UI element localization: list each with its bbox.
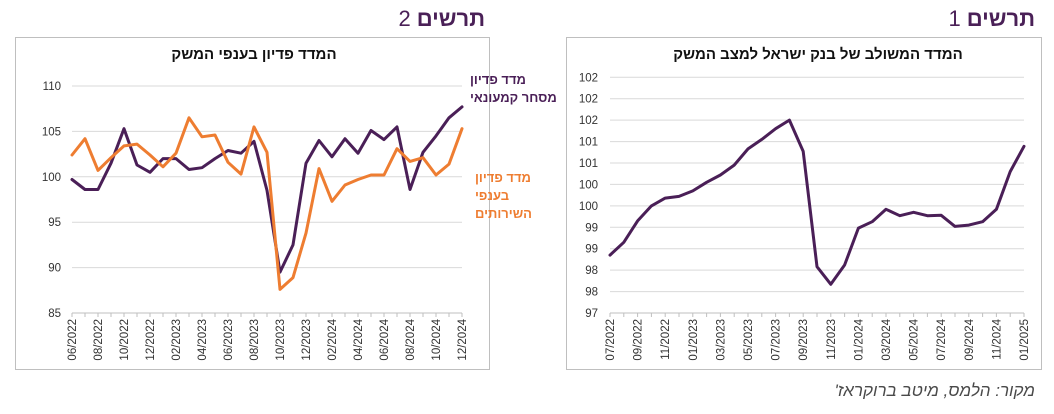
y-tick-label: 100 <box>579 179 598 191</box>
series-label-1: מדד פדיון <box>470 72 526 87</box>
y-tick-label: 98 <box>585 287 598 299</box>
x-tick-label: 06/2022 <box>67 319 79 361</box>
y-tick-label: 102 <box>579 94 598 106</box>
x-tick-label: 10/2024 <box>431 318 443 360</box>
composite-index-chart: המדד המשולב של בנק ישראל למצב המשק 97 98 98… <box>579 46 1031 361</box>
series-line-2 <box>70 116 464 291</box>
source-note: מקור: הלמס, מיטב ברוקראז' <box>834 381 1035 400</box>
x-tick-label: 05/2024 <box>909 318 921 360</box>
x-tick-label: 07/2022 <box>605 319 617 361</box>
figure-2-number: 2 <box>398 6 411 31</box>
y-tick-label: 99 <box>585 244 598 256</box>
y-tick-label: 102 <box>579 72 598 84</box>
x-tick-label: 07/2024 <box>936 318 948 360</box>
figure-1-word: תרשים <box>966 6 1035 31</box>
series-label-2: בענפי <box>475 188 509 203</box>
x-tick-label: 03/2024 <box>881 318 893 360</box>
x-tick-label: 01/2025 <box>1019 319 1031 361</box>
x-tick-label: 12/2023 <box>301 319 313 361</box>
series-label-2: השירותים <box>475 206 532 221</box>
y-tick-label: 100 <box>579 201 598 213</box>
series-label-1: מסחר קמעונאי <box>470 90 557 105</box>
x-tick-label: 09/2023 <box>798 319 810 361</box>
x-tick-label: 12/2022 <box>145 319 157 361</box>
figure-1-title: תרשים1 <box>935 6 1035 32</box>
y-tick-label: 110 <box>43 81 61 93</box>
x-tick-label: 08/2024 <box>405 318 417 360</box>
x-tick-label: 09/2022 <box>633 319 645 361</box>
x-tick-label: 10/2023 <box>275 319 287 361</box>
x-tick-label: 11/2023 <box>826 319 838 360</box>
series-line-1 <box>70 105 464 274</box>
x-tick-label: 04/2023 <box>197 319 209 361</box>
chart-title: המדד פדיון בענפי המשק <box>171 46 336 63</box>
y-tick-label: 101 <box>579 158 598 170</box>
x-tick-label: 04/2024 <box>353 318 365 360</box>
chart-title: המדד המשולב של בנק ישראל למצב המשק <box>673 46 963 63</box>
x-tick-label: 06/2023 <box>223 319 235 361</box>
x-tick-label: 06/2024 <box>379 318 391 360</box>
retail-services-chart: המדד פדיון בענפי המשק 85 90 95 100 105 110 06/2… <box>42 46 557 361</box>
retail-services-chart-panel: המדד פדיון בענפי המשק 85 90 95 100 105 110 06/2… <box>15 37 557 370</box>
series-label-2: מדד פדיון <box>475 170 531 185</box>
y-tick-label: 98 <box>585 265 598 277</box>
y-tick-label: 105 <box>42 126 61 138</box>
x-tick-label: 09/2024 <box>964 318 976 360</box>
x-tick-label: 01/2024 <box>853 318 865 360</box>
x-tick-label: 03/2023 <box>715 319 727 361</box>
y-tick-label: 97 <box>585 308 598 320</box>
series-line-1 <box>608 118 1026 286</box>
y-tick-label: 101 <box>579 137 598 149</box>
y-tick-label: 100 <box>42 172 61 184</box>
y-tick-label: 95 <box>48 217 61 229</box>
x-tick-label: 07/2023 <box>771 319 783 361</box>
y-tick-label: 85 <box>48 308 61 320</box>
figure-2-title: תרשים2 <box>385 6 485 32</box>
y-tick-label: 99 <box>585 222 598 234</box>
x-tick-label: 08/2023 <box>249 319 261 361</box>
y-tick-label: 90 <box>48 263 61 275</box>
x-tick-label: 12/2024 <box>457 318 469 360</box>
x-tick-label: 11/2022 <box>660 319 672 360</box>
figure-1-number: 1 <box>948 6 961 31</box>
x-tick-label: 02/2024 <box>327 318 339 360</box>
x-tick-label: 01/2023 <box>688 319 700 361</box>
y-tick-label: 102 <box>579 115 598 127</box>
x-tick-label: 08/2022 <box>93 319 105 361</box>
x-tick-label: 11/2024 <box>991 318 1003 359</box>
figure-2-word: תרשים <box>416 6 485 31</box>
composite-index-chart-panel: המדד המשולב של בנק ישראל למצב המשק 97 98 98… <box>566 37 1042 370</box>
x-tick-label: 10/2022 <box>119 319 131 361</box>
x-tick-label: 02/2023 <box>171 319 183 361</box>
x-tick-label: 05/2023 <box>743 319 755 361</box>
